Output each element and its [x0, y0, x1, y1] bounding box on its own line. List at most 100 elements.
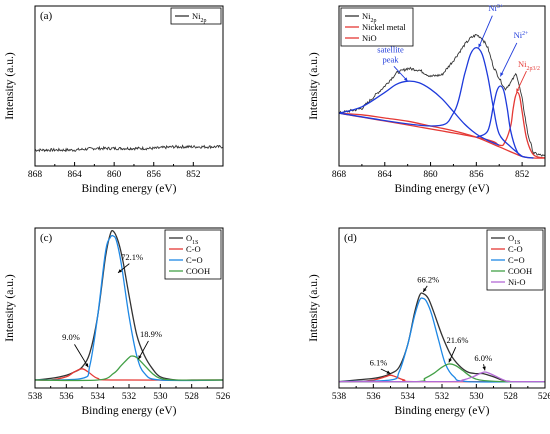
legend-label: O1S	[508, 233, 520, 246]
panel-label: (c)	[40, 232, 53, 244]
x-axis: 538 536 534 532 530 528 526	[332, 384, 550, 402]
x-tick-label: 530	[469, 392, 484, 402]
annotation: 21.6%	[446, 335, 468, 363]
series-group	[339, 292, 545, 383]
legend-label: COOH	[186, 266, 210, 276]
annotation: Ni2p3/2	[515, 59, 540, 93]
x-tick-label: 852	[515, 170, 530, 180]
x-tick-label: 526	[538, 392, 550, 402]
series-line-ni2p	[35, 144, 223, 153]
annotation-arrow	[478, 15, 493, 48]
panel-b: 868 864 860 856 852 Binding energy (eV) Intens…	[308, 3, 546, 195]
panel-c: 538 536 534 532 530 528 526 Binding energy (eV)…	[4, 227, 231, 417]
legend-label: C=O	[186, 255, 203, 265]
annotation-label: 9.0%	[62, 332, 80, 342]
legend-label: NiO	[362, 33, 377, 43]
plot-frame	[338, 5, 546, 167]
x-tick-label: 856	[147, 170, 162, 180]
annotation-arrowhead	[138, 355, 142, 360]
series-line-cooh	[339, 363, 545, 383]
annotation-label: 66.2%	[417, 274, 439, 284]
panel-a: 868 864 860 856 852 Binding energy (eV) Intens…	[4, 5, 224, 195]
annotation-arrowhead	[516, 88, 520, 93]
legend-label: C=O	[508, 255, 525, 265]
annotation-arrowhead	[386, 370, 391, 374]
x-axis-label: Binding energy (eV)	[82, 405, 177, 417]
annotation: 66.2%	[417, 274, 439, 293]
annotation: 72.1%	[117, 252, 143, 274]
annotation-arrowhead	[448, 358, 452, 363]
annotation-label: satellite	[377, 44, 404, 54]
x-tick-label: 864	[378, 170, 393, 180]
x-tick-label: 868	[28, 170, 43, 180]
legend-box	[170, 7, 222, 25]
x-tick-label: 538	[28, 392, 43, 402]
x-tick-label: 526	[216, 392, 231, 402]
series-line-ni-o	[339, 371, 545, 383]
legend-label: Nickel metal	[362, 22, 406, 32]
series-line-c-o	[339, 297, 545, 383]
annotation-arrowhead	[118, 269, 122, 273]
x-axis: 538 536 534 532 530 528 526	[28, 384, 231, 402]
annotation-label: 72.1%	[121, 252, 143, 262]
y-axis-label: Intensity (a.u.)	[4, 52, 16, 120]
annotation-arrow	[74, 344, 89, 368]
annotation-arrowhead	[84, 363, 89, 368]
annotation: Ni3+	[478, 3, 504, 48]
x-tick-label: 534	[401, 392, 416, 402]
series-line-background	[339, 112, 545, 159]
x-tick-label: 536	[366, 392, 381, 402]
annotation-label: 6.0%	[474, 353, 492, 363]
annotation: 18.9%	[138, 329, 162, 360]
x-tick-label: 538	[332, 392, 347, 402]
annotation-arrow	[515, 70, 527, 93]
legend-label: Ni-O	[508, 277, 525, 287]
plot-frame	[34, 5, 224, 167]
annotation-arrowhead	[423, 288, 427, 292]
legend-label: C-O	[186, 244, 201, 254]
series-line-c-o	[35, 368, 223, 381]
x-tick-label: 868	[332, 170, 347, 180]
series-line-satellite-peak-fit	[339, 80, 500, 146]
x-tick-label: 532	[435, 392, 450, 402]
x-tick-label: 856	[469, 170, 484, 180]
x-tick-label: 864	[67, 170, 82, 180]
legend-label: C-O	[508, 244, 523, 254]
panel-label: (d)	[344, 232, 357, 244]
annotation: Ni2+	[499, 30, 529, 77]
x-tick-label: 530	[153, 392, 168, 402]
annotation-label: Ni3+	[488, 3, 503, 13]
x-tick-label: 536	[59, 392, 74, 402]
y-axis-label: Intensity (a.u.)	[4, 274, 16, 342]
panel-d: 538 536 534 532 530 528 526 Binding energy (eV)…	[308, 227, 550, 417]
legend-label: Ni2p	[362, 11, 376, 24]
x-axis-label: Binding energy (eV)	[395, 183, 490, 195]
y-axis-label: Intensity (a.u.)	[308, 52, 320, 120]
series-line-ni3-fit	[339, 46, 523, 157]
x-axis-label: Binding energy (eV)	[395, 405, 490, 417]
annotation-label: 6.1%	[370, 358, 388, 368]
x-axis: 868 864 860 856 852	[332, 162, 530, 180]
legend-label: COOH	[508, 266, 532, 276]
legend-label: O1S	[186, 233, 198, 246]
annotation: 6.1%	[370, 358, 391, 375]
annotation-arrow	[499, 42, 518, 77]
series-group	[339, 34, 545, 159]
x-axis-label: Binding energy (eV)	[82, 183, 177, 195]
x-tick-label: 860	[423, 170, 438, 180]
x-tick-label: 852	[186, 170, 201, 180]
annotation-arrowhead	[482, 366, 486, 371]
x-tick-label: 528	[185, 392, 200, 402]
annotation-label: Ni2+	[514, 30, 529, 40]
annotation: 6.0%	[474, 353, 492, 371]
annotation-arrowhead	[478, 43, 482, 48]
annotation-label: 18.9%	[140, 329, 162, 339]
annotation: 9.0%	[62, 332, 89, 368]
x-tick-label: 532	[122, 392, 137, 402]
series-group	[35, 229, 223, 382]
series-line-ni2-fit	[476, 85, 534, 159]
